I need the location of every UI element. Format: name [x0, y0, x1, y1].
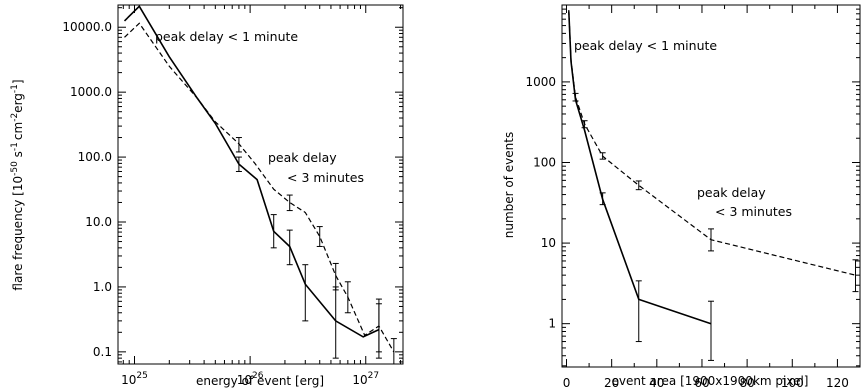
x-tick-label: 1026	[237, 371, 264, 387]
annotation-peak-delay-left: peak delay	[268, 150, 337, 165]
series-line-dashed	[124, 22, 395, 353]
y-tick-label: 1000	[525, 75, 556, 89]
y-ticks-left: 10000.0 1000.0 100.0 10.0 1.0 0.1	[62, 7, 403, 363]
y-tick-label: 10.0	[85, 215, 112, 229]
x-tick-label: 0	[563, 376, 571, 390]
series-line-dashed	[568, 9, 856, 276]
series-group-left	[123, 5, 397, 365]
x-tick-label: 120	[826, 376, 849, 390]
x-tick-label: 80	[739, 376, 754, 390]
x-tick-label: 1027	[352, 371, 379, 387]
y-tick-label: 10000.0	[62, 20, 112, 34]
y-tick-label: 0.1	[93, 345, 112, 359]
x-tick-label: 60	[694, 376, 709, 390]
flare-frequency-panel: 1025 1026 1027 10000.0 1000.0 100.0 10.0 1.0 0.…	[10, 4, 404, 388]
y-tick-label: 1.0	[93, 280, 112, 294]
annotation-peak-delay-1min-right: peak delay < 1 minute	[574, 38, 717, 53]
y-tick-label: 1000.0	[70, 85, 112, 99]
x-tick-label: 40	[649, 376, 664, 390]
x-axis-title-right: event area [1900x1900km pixel]	[612, 374, 809, 388]
x-ticks-right: 0 20 40 60 80 100 120	[563, 5, 861, 390]
annotation-3min-right: < 3 minutes	[715, 204, 792, 219]
annotation-peak-delay-right: peak delay	[697, 185, 766, 200]
y-axis-title-right: number of events	[502, 132, 516, 238]
y-axis-title-left: flare frequency [10-50 s-1cm-2erg-1]	[10, 79, 25, 290]
x-tick-label: 1025	[121, 371, 148, 387]
x-axis-title-left: energy of event [erg]	[196, 374, 324, 388]
y-tick-label: 10	[541, 236, 556, 250]
x-tick-label: 20	[604, 376, 619, 390]
x-ticks-left: 1025 1026 1027	[121, 5, 402, 387]
annotation-3min-left: < 3 minutes	[287, 170, 364, 185]
plot-frame-right	[561, 4, 861, 368]
number-of-events-panel: 0 20 40 60 80 100 120 1000 100 10 1 peak delay < …	[502, 4, 861, 390]
series-group-right	[568, 9, 859, 361]
x-tick-label: 100	[781, 376, 804, 390]
y-tick-label: 100	[533, 155, 556, 169]
annotation-peak-delay-1min-left: peak delay < 1 minute	[155, 29, 298, 44]
plot-frame-left	[117, 4, 404, 365]
y-tick-label: 100.0	[78, 150, 112, 164]
y-ticks-right: 1000 100 10 1	[525, 4, 860, 367]
series-line-solid	[568, 11, 712, 325]
y-tick-label: 1	[548, 317, 556, 331]
